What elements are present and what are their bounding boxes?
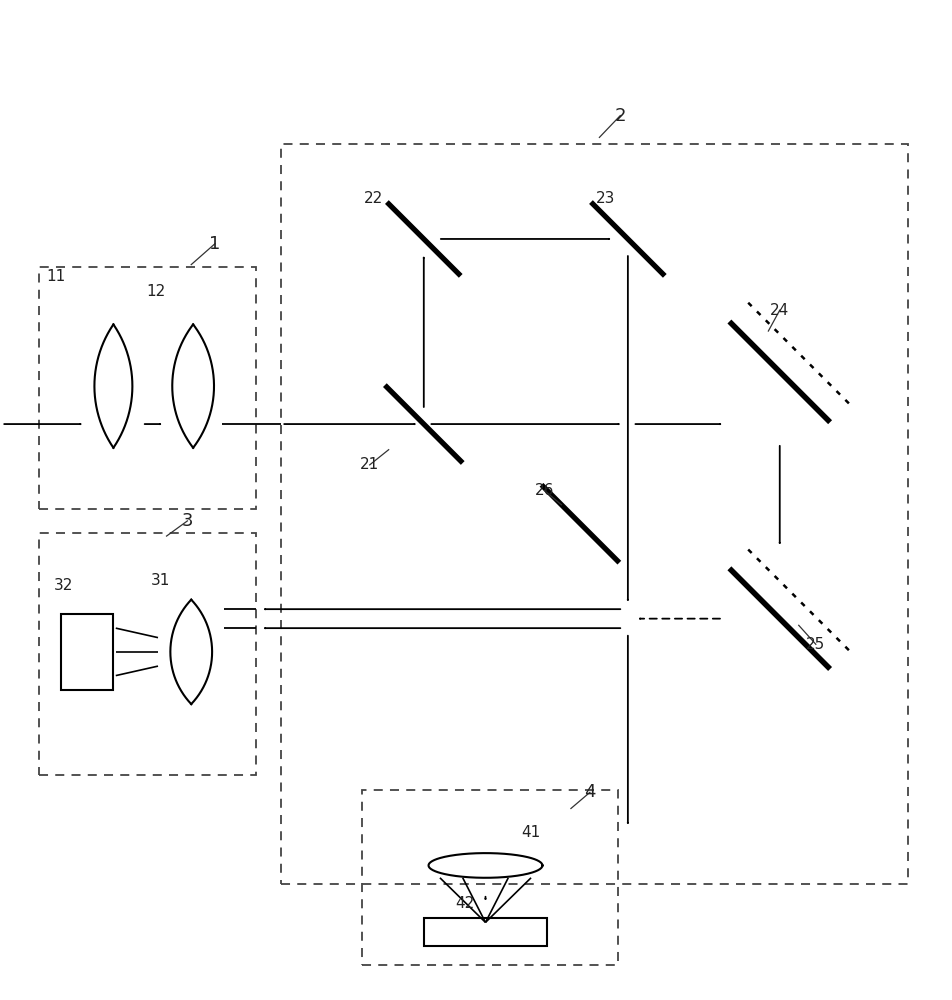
Text: 1: 1 (209, 235, 221, 253)
Text: 22: 22 (364, 191, 383, 206)
Bar (39, 533, 256, 775)
Bar (282, 144, 908, 884)
Text: 21: 21 (360, 457, 379, 472)
Bar (61, 614, 113, 690)
Text: 3: 3 (182, 512, 193, 530)
Bar (39, 267, 256, 509)
Bar (424, 918, 547, 946)
Text: 23: 23 (595, 191, 615, 206)
Text: 32: 32 (53, 578, 72, 593)
Text: 12: 12 (147, 284, 166, 299)
Text: 42: 42 (455, 896, 474, 911)
Text: 41: 41 (522, 825, 541, 840)
Text: 2: 2 (615, 107, 626, 125)
Bar (362, 790, 619, 965)
Text: 25: 25 (806, 637, 825, 652)
Text: 31: 31 (151, 573, 170, 588)
Text: 24: 24 (770, 303, 789, 318)
Text: 11: 11 (46, 269, 65, 284)
Text: 4: 4 (585, 783, 596, 801)
Text: 26: 26 (535, 483, 554, 498)
